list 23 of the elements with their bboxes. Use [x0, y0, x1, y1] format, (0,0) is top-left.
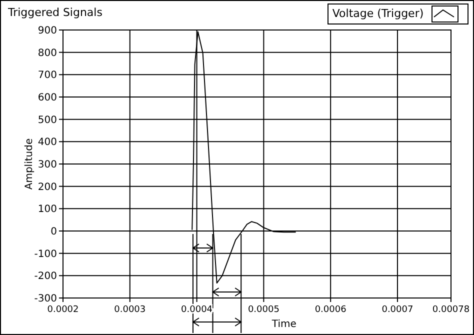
legend-label: Voltage (Trigger) [332, 7, 424, 20]
y-tick-label: -300 [34, 294, 57, 304]
x-tick-label: 0.0005 [248, 305, 280, 315]
y-tick-label: -200 [34, 271, 57, 282]
x-tick-label: 0.00078 [432, 305, 470, 315]
y-axis-title: Amplitude [24, 138, 35, 190]
y-tick-label: 0 [50, 226, 57, 238]
y-tick-label: 100 [38, 204, 57, 216]
y-tick-label: 800 [38, 48, 57, 59]
y-tick-label: -100 [34, 248, 57, 260]
x-tick-label: 0.0006 [314, 305, 347, 315]
chart-title: Triggered Signals [7, 6, 103, 19]
x-tick-label: 0.0007 [382, 305, 414, 315]
x-tick-label: 0.0003 [114, 305, 146, 315]
y-tick-label: 600 [38, 92, 57, 104]
y-tick-label: 500 [38, 114, 57, 126]
x-axis-title: Time [270, 319, 296, 330]
x-tick-label: 0.0002 [47, 305, 79, 315]
y-tick-label: 400 [38, 137, 57, 148]
y-tick-label: 700 [38, 70, 57, 82]
y-tick-label: 300 [38, 160, 57, 170]
y-tick-label: 200 [38, 182, 57, 193]
y-tick-label: 900 [38, 26, 57, 36]
